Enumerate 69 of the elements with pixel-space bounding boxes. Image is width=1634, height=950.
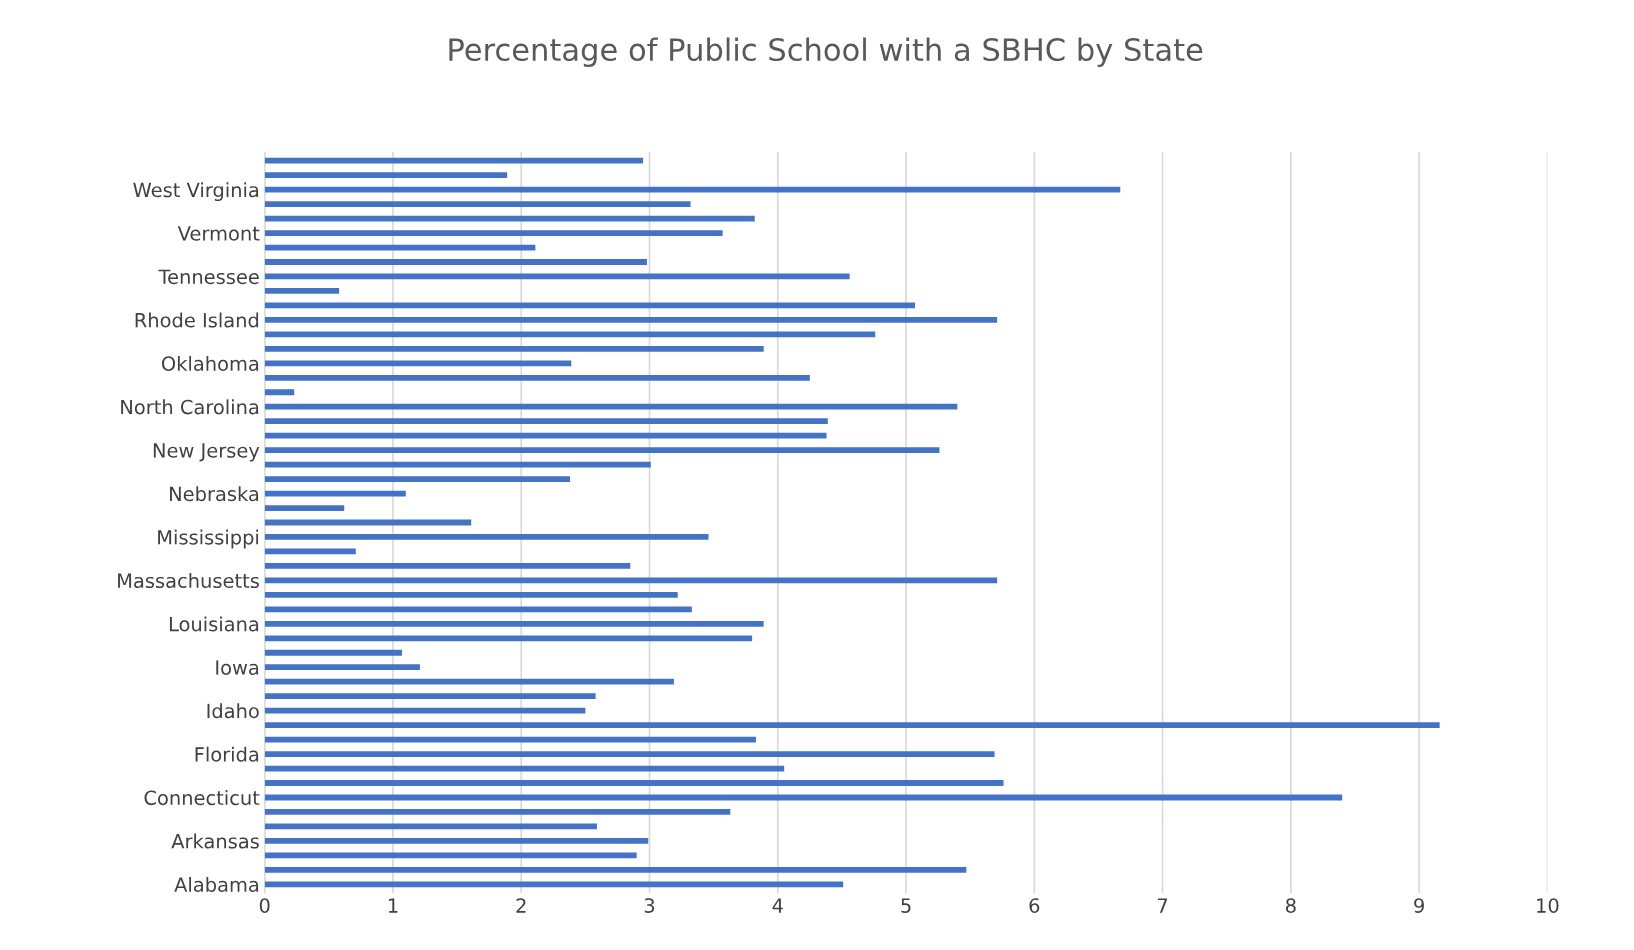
x-tick-label: 2 — [516, 898, 526, 913]
y-tick-label: Iowa — [216, 660, 259, 675]
bar — [264, 751, 995, 757]
bar — [264, 577, 998, 584]
bar — [264, 534, 709, 540]
bar — [264, 201, 691, 207]
bar — [264, 780, 1004, 786]
bar — [264, 259, 647, 265]
bar — [264, 389, 295, 396]
x-tick-label: 0 — [259, 898, 270, 913]
x-tick-label: 5 — [901, 898, 911, 913]
bar — [264, 186, 1121, 193]
bar — [264, 230, 723, 236]
chart-title: Percentage of Public School with a SBHC by State — [449, 37, 1203, 68]
bar — [264, 505, 345, 511]
x-tick-label: 1 — [388, 898, 398, 913]
bar — [264, 461, 651, 468]
bar — [264, 374, 810, 381]
y-tick-label: Rhode Island — [135, 312, 259, 328]
y-tick-label: Louisiana — [169, 616, 259, 632]
bar — [264, 693, 596, 700]
x-tick-label: 8 — [1285, 898, 1296, 913]
bar — [264, 360, 572, 367]
y-tick-label: Mississippi — [158, 529, 259, 549]
y-tick-label: Connecticut — [144, 790, 260, 806]
bar — [264, 418, 828, 425]
x-tick-label: 7 — [1158, 898, 1168, 913]
bar — [264, 852, 637, 859]
bar — [264, 157, 644, 164]
y-tick-label: Massachusetts — [118, 573, 259, 589]
x-tick-label: 9 — [1414, 898, 1424, 913]
bar — [264, 591, 678, 598]
bar — [264, 881, 844, 888]
bar — [264, 838, 649, 844]
bar — [264, 563, 631, 569]
y-tick-label: New Jersey — [153, 443, 260, 462]
bar — [264, 809, 731, 815]
bar — [264, 678, 674, 685]
bar — [264, 172, 508, 179]
bar — [264, 722, 1440, 729]
bar — [264, 476, 570, 482]
y-tick-label: North Carolina — [121, 399, 259, 415]
bar — [264, 635, 753, 642]
y-tick-label: Tennessee — [158, 269, 259, 285]
bar — [264, 707, 586, 714]
y-tick-label: Arkansas — [171, 833, 259, 849]
x-tick-label: 6 — [1029, 898, 1040, 913]
bar — [264, 403, 958, 410]
x-tick-label: 3 — [644, 898, 655, 913]
bar — [264, 316, 998, 323]
y-tick-label: Oklahoma — [161, 355, 259, 371]
bar — [264, 866, 967, 873]
bar — [264, 345, 764, 352]
bar — [264, 447, 940, 454]
bar — [264, 620, 764, 627]
y-tick-label: Nebraska — [170, 486, 259, 502]
bar — [264, 432, 827, 439]
y-tick-label: Idaho — [207, 703, 259, 719]
bar — [264, 331, 876, 338]
x-tick-label: 10 — [1537, 898, 1559, 913]
bar — [264, 664, 420, 671]
y-tick-label: Florida — [195, 746, 259, 762]
bar — [264, 606, 692, 613]
bar — [264, 649, 402, 656]
x-tick-label: 4 — [772, 898, 783, 913]
bar — [264, 288, 340, 294]
y-tick-label: Vermont — [177, 226, 260, 241]
y-tick-label: West Virginia — [133, 182, 259, 202]
y-tick-label: Alabama — [174, 876, 259, 892]
